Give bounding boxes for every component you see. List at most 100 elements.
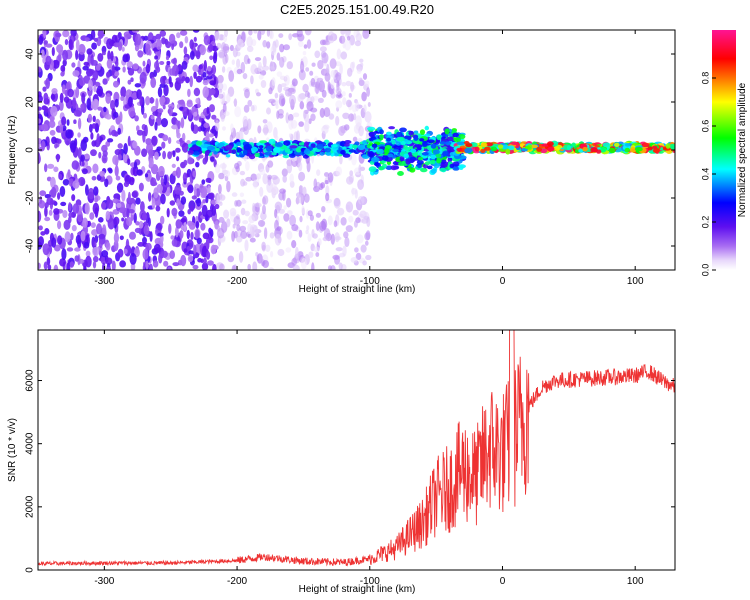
- spectrogram-cell: [285, 112, 290, 124]
- spectrogram-cell: [296, 130, 300, 143]
- spectrogram-cell: [279, 43, 285, 53]
- spectrogram-cell: [44, 216, 51, 222]
- spectrogram-cell: [471, 142, 478, 148]
- spectrogram-cell: [154, 151, 159, 160]
- spectrogram-cell: [38, 106, 42, 111]
- spectrogram-cell: [117, 143, 123, 149]
- spectrogram-cell: [83, 61, 90, 66]
- spectrogram-cell: [119, 235, 124, 241]
- spectrogram-cell: [303, 44, 308, 49]
- spectrogram-cell: [378, 166, 385, 171]
- spectrogram-cell: [346, 35, 351, 41]
- spectrogram-cell: [94, 99, 99, 109]
- spectrogram-cell: [281, 168, 288, 177]
- spectrogram-cell: [247, 99, 253, 107]
- spectrogram-cell: [171, 207, 178, 217]
- spectrogram-cell: [268, 98, 276, 104]
- spectrogram-cell: [315, 252, 320, 257]
- spectrogram-cell: [341, 91, 346, 97]
- spectrogram-cell: [343, 124, 350, 131]
- spectrogram-cell: [242, 73, 248, 80]
- spectrogram-cell: [127, 191, 131, 204]
- spectrogram-cell: [226, 180, 231, 193]
- spectrogram-cell: [290, 119, 298, 129]
- spectrogram-cell: [348, 215, 354, 223]
- spectrogram-cell: [70, 232, 74, 241]
- spectrogram-cell: [193, 71, 197, 80]
- spectrogram-cell: [186, 108, 190, 115]
- spectrogram-cell: [417, 156, 424, 161]
- spectrogram-cell: [245, 176, 253, 182]
- snr-x-ticks: -300 -200 -100 0 100: [94, 330, 644, 587]
- spectrogram-cell: [358, 125, 364, 137]
- spectrogram-cell: [215, 163, 221, 174]
- spectrogram-cell: [342, 245, 347, 257]
- spectrogram-cell: [310, 113, 316, 122]
- spectrogram-cell: [211, 64, 217, 75]
- spectrogram-cell: [295, 246, 299, 259]
- spectrogram-cell: [311, 229, 315, 238]
- spectrogram-cell: [439, 167, 447, 172]
- spectrogram-cell: [171, 163, 176, 168]
- spectrogram-cell: [225, 170, 230, 178]
- spectrogram-cell: [424, 125, 429, 131]
- spectrogram-cell: [116, 202, 122, 208]
- spectrogram-cell: [113, 66, 121, 71]
- y-tick-label: 40: [25, 48, 36, 60]
- spectrogram-cell: [96, 88, 103, 95]
- spectrogram-cell: [110, 50, 114, 62]
- spectrogram-cell: [113, 80, 119, 88]
- spectrogram-cell: [234, 162, 240, 170]
- spectrogram-cell: [233, 216, 241, 226]
- spectrogram-cell: [97, 32, 105, 37]
- spectrogram-cell: [271, 182, 278, 195]
- spectrogram-cell: [160, 76, 166, 85]
- spectrogram-cell: [42, 30, 47, 39]
- spectrogram-cell: [256, 92, 261, 97]
- spectrogram-cell: [328, 265, 332, 270]
- spectrogram-cell: [81, 168, 88, 175]
- spectrogram-cell: [51, 46, 55, 57]
- spectrogram-cell: [163, 174, 168, 186]
- spectrogram-cell: [340, 150, 346, 155]
- spectrogram-cell: [292, 264, 300, 270]
- spectrogram-cell: [271, 77, 276, 87]
- spectrogram-cell: [335, 247, 343, 252]
- spectrogram-cell: [45, 77, 50, 89]
- spectrogram-cell: [87, 220, 92, 227]
- spectrogram-cell: [83, 266, 87, 270]
- spectrogram-cell: [247, 223, 253, 235]
- spectrogram-cell: [244, 143, 252, 150]
- spectrogram-cell: [177, 99, 185, 105]
- spectrogram-cell: [71, 160, 80, 170]
- spectrogram-cell: [266, 174, 273, 180]
- spectrogram-cell: [142, 212, 147, 221]
- spectrogram-cell: [205, 251, 211, 260]
- spectrogram-cell: [41, 123, 49, 132]
- spectrogram-cell: [187, 157, 194, 165]
- spectrogram-cell: [221, 66, 226, 73]
- spectrogram-cell: [170, 235, 175, 240]
- spectrogram-cell: [62, 210, 68, 218]
- spectrogram-cell: [304, 120, 310, 133]
- spectrogram-cell: [83, 241, 90, 249]
- spectrogram-cell: [96, 133, 100, 145]
- spectrogram-cell: [40, 231, 46, 236]
- spectrogram-cell: [262, 40, 268, 48]
- spectrogram-plot: [38, 30, 675, 270]
- spectrogram-cell: [317, 59, 324, 70]
- spectrogram-cell: [359, 58, 364, 63]
- spectrogram-cell: [127, 96, 133, 108]
- spectrogram-cell: [449, 163, 455, 169]
- spectrogram-cell: [424, 133, 431, 138]
- spectrogram-cell: [364, 111, 372, 123]
- spectrogram-cell: [154, 55, 159, 60]
- spectrogram-cell: [368, 131, 375, 138]
- spectrogram-cell: [101, 144, 108, 153]
- spectrogram-cell: [295, 147, 302, 153]
- spectrogram-cell: [302, 83, 309, 93]
- spectrogram-cell: [582, 146, 588, 152]
- colorbar-tick-label: 0.6: [700, 120, 710, 133]
- spectrogram-cell: [480, 142, 488, 148]
- spectrogram-cell: [160, 193, 166, 205]
